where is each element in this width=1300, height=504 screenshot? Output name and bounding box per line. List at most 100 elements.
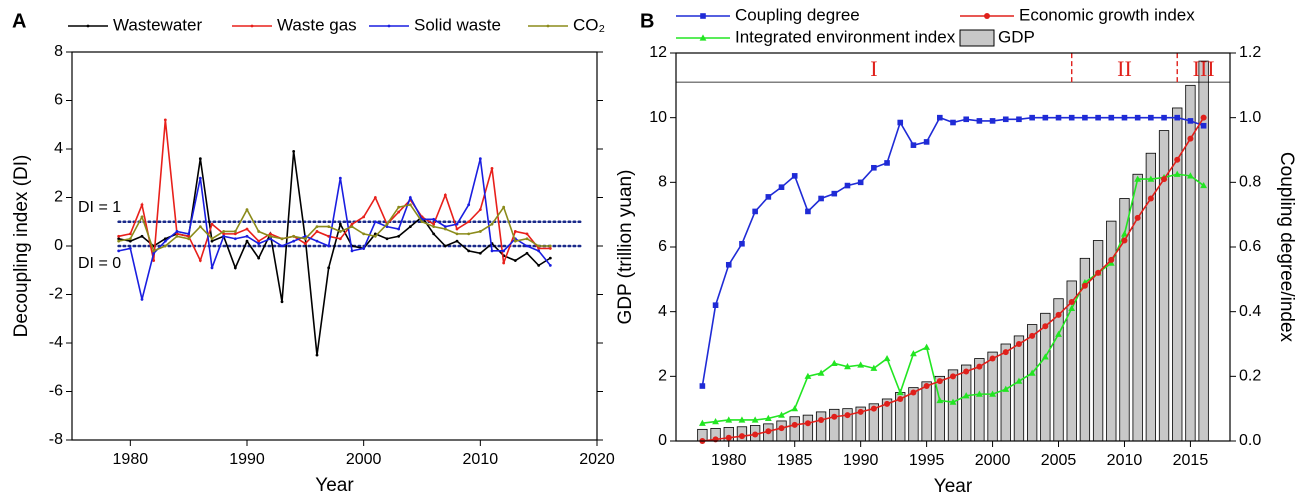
marker — [280, 244, 284, 248]
marker — [467, 249, 471, 253]
marker — [1068, 304, 1076, 312]
marker — [751, 416, 759, 423]
marker — [525, 251, 529, 255]
x-tick-label: 1985 — [777, 452, 813, 469]
annotation: DI = 0 — [78, 255, 121, 272]
x-tick-label: 2010 — [1107, 452, 1143, 469]
marker — [752, 431, 759, 438]
x-tick-label: 1995 — [909, 452, 945, 469]
legend-label: Wastewater — [113, 15, 202, 34]
marker — [432, 217, 436, 221]
marker — [222, 230, 226, 233]
marker — [152, 249, 156, 253]
marker — [420, 220, 424, 224]
marker — [830, 359, 838, 366]
bar — [908, 387, 919, 442]
marker — [1121, 114, 1128, 121]
marker — [350, 249, 354, 253]
marker — [962, 392, 970, 399]
marker — [963, 368, 970, 375]
marker — [175, 232, 179, 236]
bar — [815, 411, 827, 442]
y-tick-label: 12 — [649, 44, 667, 61]
x-tick-label: 2010 — [463, 451, 499, 468]
marker — [699, 383, 706, 389]
marker — [1002, 385, 1010, 392]
marker — [844, 412, 851, 419]
marker — [525, 237, 529, 241]
y-tick-label: 2 — [54, 189, 63, 206]
marker — [257, 239, 261, 243]
marker — [233, 232, 237, 236]
marker — [455, 227, 459, 231]
marker — [1148, 114, 1154, 121]
marker — [233, 230, 237, 233]
y-tick-label: -6 — [49, 383, 63, 400]
marker — [525, 244, 529, 248]
marker — [268, 237, 272, 241]
series-line — [118, 158, 551, 300]
y2-tick-label: 0.6 — [1239, 238, 1261, 255]
marker — [292, 239, 296, 243]
marker — [537, 247, 541, 250]
marker — [1200, 122, 1207, 129]
series-line — [118, 119, 551, 264]
marker — [292, 150, 296, 153]
marker — [738, 433, 745, 440]
marker — [818, 195, 824, 202]
marker — [140, 215, 144, 219]
marker — [1161, 114, 1167, 121]
marker — [1015, 377, 1023, 384]
marker — [315, 353, 319, 357]
marker — [128, 232, 132, 236]
marker — [233, 266, 237, 270]
marker — [1187, 118, 1194, 124]
marker — [831, 413, 838, 420]
marker — [1134, 175, 1142, 182]
y2-axis-title: Coupling degree/index — [1276, 152, 1297, 343]
marker — [923, 139, 930, 145]
marker — [303, 237, 307, 241]
bar — [1040, 312, 1051, 442]
marker — [140, 234, 144, 238]
y-tick-label: -2 — [49, 286, 63, 303]
marker — [725, 416, 733, 423]
marker — [117, 234, 121, 238]
marker — [791, 405, 799, 412]
marker — [513, 259, 517, 262]
panel-label: A — [12, 10, 26, 32]
marker — [350, 222, 354, 226]
marker — [187, 232, 191, 236]
y2-tick-label: 0.0 — [1239, 432, 1261, 449]
marker — [257, 256, 261, 260]
y-tick-label: 6 — [658, 238, 667, 255]
marker — [443, 244, 447, 248]
marker — [805, 208, 811, 215]
marker — [490, 249, 494, 253]
marker — [857, 408, 864, 415]
marker — [1042, 114, 1049, 121]
marker — [163, 239, 167, 243]
y-tick-label: 8 — [658, 174, 667, 191]
marker — [976, 118, 983, 124]
legend-label: GDP — [998, 27, 1035, 46]
marker — [1161, 176, 1168, 183]
marker — [884, 160, 890, 166]
bar — [1026, 324, 1038, 442]
marker — [791, 173, 798, 179]
marker — [128, 247, 132, 250]
marker — [1134, 214, 1141, 221]
marker — [871, 164, 877, 171]
x-tick-label: 1980 — [711, 452, 747, 469]
marker — [1055, 311, 1062, 318]
marker — [362, 215, 366, 219]
marker — [397, 210, 401, 214]
series-line — [118, 203, 551, 252]
marker — [765, 194, 772, 200]
marker — [222, 234, 226, 238]
bar — [921, 381, 932, 442]
marker — [752, 208, 758, 215]
marker — [455, 232, 459, 236]
marker — [1055, 330, 1062, 337]
